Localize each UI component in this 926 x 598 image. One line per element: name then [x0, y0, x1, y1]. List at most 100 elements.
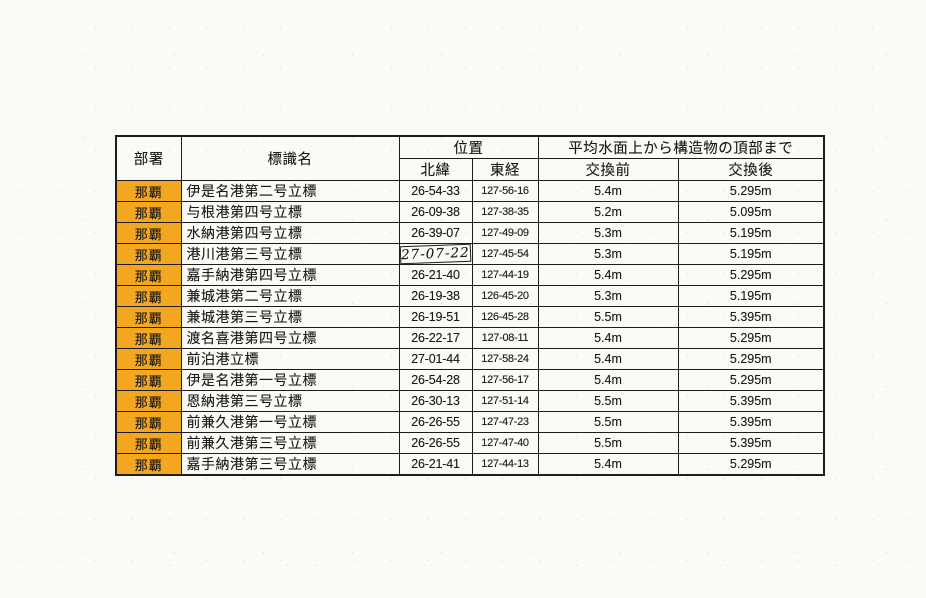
- cell-beacon-name: 渡名喜港第四号立標: [180, 327, 400, 349]
- cell-height-before: 5.5m: [537, 432, 679, 454]
- cell-height-before: 5.5m: [537, 306, 679, 328]
- cell-latitude: 26-19-51: [398, 306, 473, 328]
- cell-department: 那覇: [115, 432, 182, 454]
- cell-beacon-name: 前兼久港第一号立標: [180, 411, 400, 433]
- table-row: 那覇 伊是名港第二号立標 26-54-33 127-56-16 5.4m 5.2…: [115, 180, 825, 202]
- cell-height-before: 5.4m: [537, 369, 679, 391]
- cell-longitude: 127-44-19: [471, 264, 539, 286]
- cell-height-before: 5.5m: [537, 411, 679, 433]
- cell-height-after: 5.295m: [677, 180, 825, 202]
- cell-latitude: 26-54-33: [398, 180, 473, 202]
- cell-latitude: 26-30-13: [398, 390, 473, 412]
- cell-latitude: 26-39-07: [398, 222, 473, 244]
- cell-longitude: 127-56-17: [471, 369, 539, 391]
- cell-beacon-name: 港川港第三号立標: [180, 243, 400, 265]
- cell-height-after: 5.295m: [677, 453, 825, 476]
- cell-beacon-name: 水納港第四号立標: [180, 222, 400, 244]
- cell-height-after: 5.395m: [677, 411, 825, 433]
- cell-height-after: 5.195m: [677, 243, 825, 265]
- cell-beacon-name: 伊是名港第一号立標: [180, 369, 400, 391]
- beacon-height-table: 部署 標識名 位置 平均水面上から構造物の頂部まで 北緯 東経 交換前 交換後 …: [115, 135, 825, 476]
- table-row: 那覇 与根港第四号立標 26-09-38 127-38-35 5.2m 5.09…: [115, 201, 825, 223]
- cell-height-before: 5.5m: [537, 390, 679, 412]
- cell-beacon-name: 兼城港第三号立標: [180, 306, 400, 328]
- cell-height-before: 5.3m: [537, 285, 679, 307]
- cell-department: 那覇: [115, 348, 182, 370]
- cell-latitude: 26-21-40: [398, 264, 473, 286]
- cell-height-before: 5.4m: [537, 264, 679, 286]
- cell-height-after: 5.095m: [677, 201, 825, 223]
- table-row: 那覇 渡名喜港第四号立標 26-22-17 127-08-11 5.4m 5.2…: [115, 327, 825, 349]
- header-before: 交換前: [537, 158, 679, 181]
- cell-beacon-name: 伊是名港第二号立標: [180, 180, 400, 202]
- cell-longitude: 127-45-54: [471, 243, 539, 265]
- cell-department: 那覇: [115, 222, 182, 244]
- cell-beacon-name: 与根港第四号立標: [180, 201, 400, 223]
- cell-department: 那覇: [115, 306, 182, 328]
- header-latitude: 北緯: [398, 158, 473, 181]
- cell-height-after: 5.395m: [677, 306, 825, 328]
- cell-longitude: 127-44-13: [471, 453, 539, 476]
- cell-latitude: 26-21-41: [398, 453, 473, 476]
- table-row: 那覇 嘉手納港第四号立標 26-21-40 127-44-19 5.4m 5.2…: [115, 264, 825, 286]
- cell-beacon-name: 前泊港立標: [180, 348, 400, 370]
- cell-longitude: 127-49-09: [471, 222, 539, 244]
- cell-department: 那覇: [115, 201, 182, 223]
- cell-height-before: 5.4m: [537, 327, 679, 349]
- cell-department: 那覇: [115, 264, 182, 286]
- header-row-top: 部署 標識名 位置 平均水面上から構造物の頂部まで: [115, 135, 825, 181]
- cell-latitude: 26-09-38: [398, 201, 473, 223]
- cell-beacon-name: 恩納港第三号立標: [180, 390, 400, 412]
- cell-height-before: 5.2m: [537, 201, 679, 223]
- cell-beacon-name: 前兼久港第三号立標: [180, 432, 400, 454]
- header-after: 交換後: [677, 158, 825, 181]
- cell-department: 那覇: [115, 453, 182, 476]
- cell-department: 那覇: [115, 285, 182, 307]
- cell-height-after: 5.295m: [677, 348, 825, 370]
- cell-height-after: 5.195m: [677, 222, 825, 244]
- cell-latitude: 26-22-17: [398, 327, 473, 349]
- table-row: 那覇 恩納港第三号立標 26-30-13 127-51-14 5.5m 5.39…: [115, 390, 825, 412]
- cell-beacon-name: 嘉手納港第四号立標: [180, 264, 400, 286]
- cell-latitude-handwritten: 27-07-22: [399, 243, 471, 265]
- cell-longitude: 127-38-35: [471, 201, 539, 223]
- cell-department: 那覇: [115, 180, 182, 202]
- cell-height-before: 5.3m: [537, 222, 679, 244]
- table-row: 那覇 前兼久港第一号立標 26-26-55 127-47-23 5.5m 5.3…: [115, 411, 825, 433]
- table-row: 那覇 前泊港立標 27-01-44 127-58-24 5.4m 5.295m: [115, 348, 825, 370]
- header-longitude: 東経: [471, 158, 539, 181]
- table-row: 那覇 港川港第三号立標 27-07-22 127-45-54 5.3m 5.19…: [115, 243, 825, 265]
- cell-longitude: 127-47-23: [471, 411, 539, 433]
- cell-height-after: 5.295m: [677, 327, 825, 349]
- cell-department: 那覇: [115, 369, 182, 391]
- cell-height-after: 5.195m: [677, 285, 825, 307]
- cell-height-before: 5.4m: [537, 453, 679, 476]
- cell-department: 那覇: [115, 390, 182, 412]
- cell-department: 那覇: [115, 243, 182, 265]
- cell-latitude: 26-26-55: [398, 411, 473, 433]
- cell-longitude: 127-58-24: [471, 348, 539, 370]
- header-beacon-name: 標識名: [180, 135, 400, 181]
- cell-height-after: 5.395m: [677, 432, 825, 454]
- cell-beacon-name: 兼城港第二号立標: [180, 285, 400, 307]
- table-row: 那覇 兼城港第三号立標 26-19-51 126-45-28 5.5m 5.39…: [115, 306, 825, 328]
- table-row: 那覇 兼城港第二号立標 26-19-38 126-45-20 5.3m 5.19…: [115, 285, 825, 307]
- cell-department: 那覇: [115, 327, 182, 349]
- cell-latitude: 26-19-38: [398, 285, 473, 307]
- cell-beacon-name: 嘉手納港第三号立標: [180, 453, 400, 476]
- cell-longitude: 127-08-11: [471, 327, 539, 349]
- cell-longitude: 127-51-14: [471, 390, 539, 412]
- cell-latitude: 26-54-28: [398, 369, 473, 391]
- cell-latitude: 26-26-55: [398, 432, 473, 454]
- cell-longitude: 127-56-16: [471, 180, 539, 202]
- table-row: 那覇 水納港第四号立標 26-39-07 127-49-09 5.3m 5.19…: [115, 222, 825, 244]
- cell-longitude: 126-45-28: [471, 306, 539, 328]
- cell-height-before: 5.3m: [537, 243, 679, 265]
- cell-height-after: 5.295m: [677, 264, 825, 286]
- cell-department: 那覇: [115, 411, 182, 433]
- table-row: 那覇 嘉手納港第三号立標 26-21-41 127-44-13 5.4m 5.2…: [115, 453, 825, 476]
- table-row: 那覇 前兼久港第三号立標 26-26-55 127-47-40 5.5m 5.3…: [115, 432, 825, 454]
- cell-height-before: 5.4m: [537, 180, 679, 202]
- header-height-group: 平均水面上から構造物の頂部まで: [537, 135, 825, 159]
